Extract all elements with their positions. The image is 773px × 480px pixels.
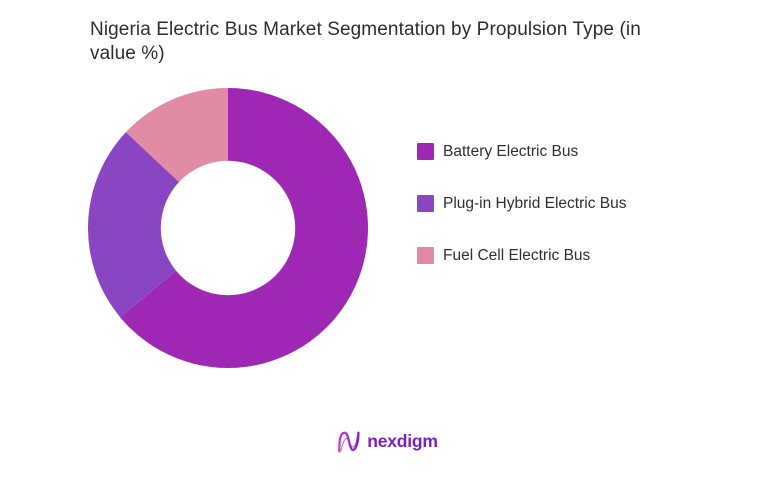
chart-title: Nigeria Electric Bus Market Segmentation… xyxy=(90,18,750,66)
donut-segment-0[interactable] xyxy=(120,88,369,369)
legend-label: Battery Electric Bus xyxy=(443,143,579,160)
legend-item-battery-electric-bus[interactable]: Battery Electric Bus xyxy=(417,143,626,160)
donut-segment-2[interactable] xyxy=(125,88,228,182)
donut-svg xyxy=(87,88,369,369)
legend: Battery Electric Bus Plug-in Hybrid Elec… xyxy=(417,143,626,264)
legend-item-plugin-hybrid-electric-bus[interactable]: Plug-in Hybrid Electric Bus xyxy=(417,195,626,212)
legend-swatch-icon xyxy=(417,143,434,160)
legend-swatch-icon xyxy=(417,195,434,212)
nexdigm-logo-icon xyxy=(337,431,360,453)
legend-label: Fuel Cell Electric Bus xyxy=(443,247,591,264)
donut-segment-1[interactable] xyxy=(87,132,180,318)
legend-swatch-icon xyxy=(417,247,434,264)
donut-chart xyxy=(87,88,369,369)
chart-title-line2: value %) xyxy=(90,43,165,64)
nexdigm-wordmark: nexdigm xyxy=(367,431,438,451)
chart-title-line1: Nigeria Electric Bus Market Segmentation… xyxy=(90,19,641,40)
brand-footer: nexdigm xyxy=(335,429,438,454)
legend-label: Plug-in Hybrid Electric Bus xyxy=(443,195,627,212)
legend-item-fuel-cell-electric-bus[interactable]: Fuel Cell Electric Bus xyxy=(417,247,626,264)
